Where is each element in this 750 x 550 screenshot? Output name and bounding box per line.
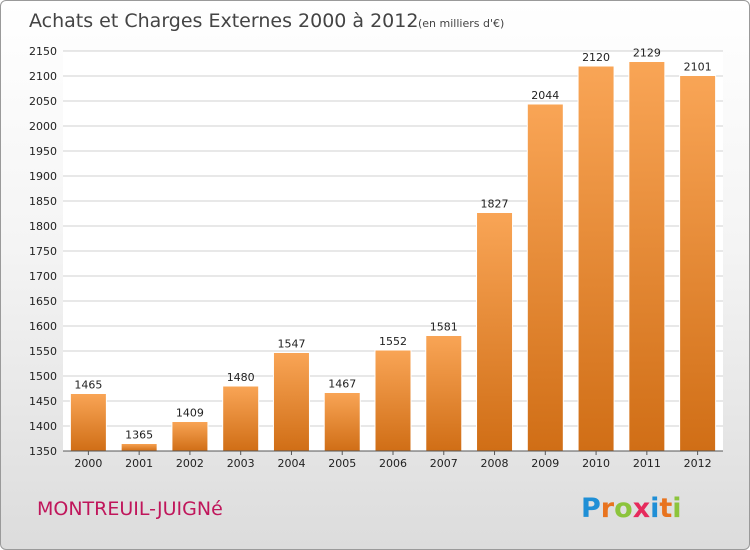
x-tick-label: 2004 [277, 457, 305, 470]
x-tick-label: 2001 [125, 457, 153, 470]
y-tick-label: 1500 [29, 370, 57, 383]
x-tick-label: 2010 [582, 457, 610, 470]
place-name: MONTREUIL-JUIGNé [37, 498, 223, 520]
x-tick-label: 2000 [74, 457, 102, 470]
x-tick-label: 2008 [481, 457, 509, 470]
data-label: 1467 [328, 378, 356, 391]
y-tick-label: 1700 [29, 270, 57, 283]
y-tick-label: 2100 [29, 70, 57, 83]
y-tick-label: 1600 [29, 320, 57, 333]
bar-2001 [120, 443, 158, 452]
data-label: 1827 [481, 198, 509, 211]
data-label: 2044 [531, 89, 559, 102]
data-label: 2129 [633, 47, 661, 60]
bar-2002 [171, 421, 209, 452]
x-tick-label: 2011 [633, 457, 661, 470]
chart-subtitle: (en milliers d'€) [418, 17, 504, 30]
chart-title: Achats et Charges Externes 2000 à 2012 [29, 10, 418, 32]
y-tick-label: 1550 [29, 345, 57, 358]
data-label: 1547 [277, 338, 305, 351]
y-tick-label: 1650 [29, 295, 57, 308]
bar-2003 [222, 385, 260, 452]
logo-letter: i [650, 493, 659, 524]
bar-2004 [272, 352, 310, 452]
data-label: 2120 [582, 51, 610, 64]
x-tick-label: 2009 [531, 457, 559, 470]
y-tick-label: 1900 [29, 170, 57, 183]
y-tick-label: 2150 [29, 45, 57, 58]
logo-letter: P [581, 493, 601, 524]
logo-letter: i [672, 493, 681, 524]
y-tick-label: 1350 [29, 445, 57, 458]
bar-2009 [526, 103, 564, 452]
x-tick-label: 2007 [430, 457, 458, 470]
x-tick-label: 2003 [227, 457, 255, 470]
bar-2007 [425, 335, 463, 452]
logo-letter: r [601, 493, 615, 524]
bar-2000 [69, 393, 107, 452]
bar-2010 [577, 65, 615, 452]
y-axis-ticks: 1350 1400 1450 1500 1550 1600 1650 1700 1750 1800… [29, 45, 57, 458]
x-tick-label: 2002 [176, 457, 204, 470]
data-label: 1581 [430, 321, 458, 334]
logo-letter: t [659, 493, 672, 524]
x-axis-ticks: 2000 2001 2002 2003 2004 2005 2006 2007 2008 2009… [74, 451, 712, 470]
data-label: 2101 [684, 61, 712, 74]
bar-2012 [679, 75, 717, 452]
data-label: 1365 [125, 429, 153, 442]
proxiti-logo: Proxiti [581, 493, 682, 524]
x-tick-label: 2005 [328, 457, 356, 470]
y-tick-label: 2050 [29, 95, 57, 108]
data-label: 1552 [379, 335, 407, 348]
data-label: 1409 [176, 407, 204, 420]
y-tick-label: 1800 [29, 220, 57, 233]
bar-2006 [374, 349, 412, 452]
logo-letter: o [614, 493, 633, 524]
bar-2005 [323, 392, 361, 452]
y-tick-label: 1400 [29, 420, 57, 433]
data-label: 1465 [74, 379, 102, 392]
y-tick-label: 1850 [29, 195, 57, 208]
data-label: 1480 [227, 371, 255, 384]
x-tick-label: 2006 [379, 457, 407, 470]
y-tick-label: 1950 [29, 145, 57, 158]
y-tick-label: 1450 [29, 395, 57, 408]
bars: 1465 1365 1409 1480 1547 1467 1552 1581 1827 2044… [69, 47, 717, 452]
y-tick-label: 2000 [29, 120, 57, 133]
bar-2008 [476, 212, 514, 452]
x-tick-label: 2012 [684, 457, 712, 470]
bar-2011 [628, 61, 666, 452]
y-tick-label: 1750 [29, 245, 57, 258]
logo-letter: x [633, 493, 650, 524]
